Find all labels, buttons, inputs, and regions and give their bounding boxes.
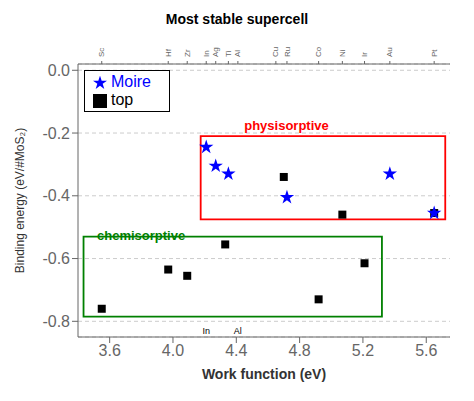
svg-text:Zr: Zr: [183, 49, 192, 57]
svg-text:chemisorptive: chemisorptive: [97, 228, 185, 243]
svg-text:Ru: Ru: [283, 47, 292, 57]
svg-text:5.6: 5.6: [415, 342, 437, 359]
svg-text:-0.2: -0.2: [42, 125, 70, 142]
svg-text:3.6: 3.6: [99, 342, 121, 359]
svg-text:4.4: 4.4: [225, 342, 247, 359]
svg-text:4.0: 4.0: [162, 342, 184, 359]
svg-text:Ni: Ni: [338, 49, 347, 57]
svg-text:Al: Al: [233, 50, 242, 57]
svg-text:In: In: [202, 50, 211, 57]
html-text:Most stable supercell: Most stable supercell: [165, 11, 309, 27]
svg-text:5.2: 5.2: [352, 342, 374, 359]
svg-text:-0.6: -0.6: [42, 250, 70, 267]
svg-text:0.0: 0.0: [48, 62, 70, 79]
svg-text:-0.4: -0.4: [42, 187, 70, 204]
svg-text:Pt: Pt: [430, 49, 439, 57]
svg-text:Au: Au: [385, 47, 394, 57]
svg-text:Work function (eV): Work function (eV): [202, 366, 326, 382]
html-text:Moire: Moire: [111, 73, 151, 90]
svg-text:-0.8: -0.8: [42, 313, 70, 330]
svg-text:4.8: 4.8: [288, 342, 310, 359]
svg-text:Binding energy (eV/#MoS₂): Binding energy (eV/#MoS₂): [13, 128, 27, 273]
svg-text:physisorptive: physisorptive: [244, 118, 329, 133]
svg-text:Ir: Ir: [360, 52, 369, 57]
svg-text:Sc: Sc: [97, 48, 106, 57]
svg-text:In: In: [202, 326, 210, 336]
svg-text:Al: Al: [234, 326, 242, 336]
svg-text:Ti: Ti: [224, 50, 233, 57]
svg-text:Hf: Hf: [164, 48, 173, 57]
svg-text:Cu: Cu: [271, 47, 280, 57]
html-text:top: top: [111, 91, 134, 108]
svg-text:Co: Co: [314, 46, 323, 57]
svg-text:Ag: Ag: [211, 47, 220, 57]
